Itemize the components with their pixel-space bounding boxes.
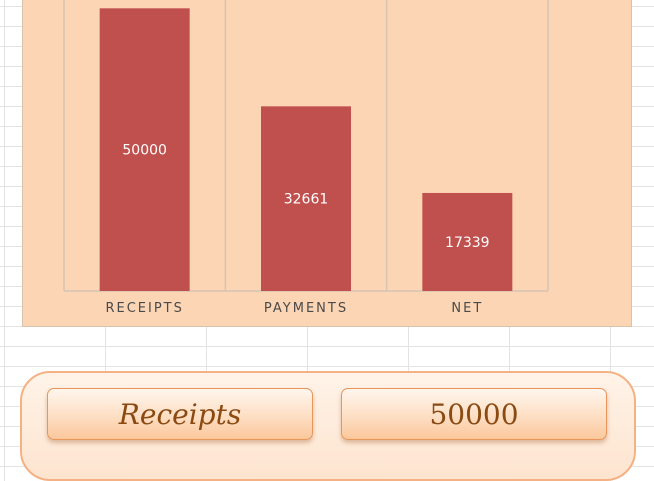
chart-panel: 50000 RECEIPTS 32661 PAYMENTS 17339 NET: [22, 0, 632, 327]
bar-receipts: [99, 8, 190, 292]
summary-value-box[interactable]: 50000: [341, 388, 607, 440]
category-label: NET: [451, 301, 483, 316]
bar-payments: [261, 106, 351, 292]
category-label: PAYMENTS: [264, 301, 348, 316]
summary-label-box[interactable]: Receipts: [47, 388, 313, 440]
summary-panel: Receipts 50000: [20, 371, 636, 481]
data-label: 32661: [284, 192, 329, 208]
data-label: 17339: [445, 235, 490, 251]
category-label: RECEIPTS: [105, 301, 183, 316]
bar-chart: 50000 RECEIPTS 32661 PAYMENTS 17339 NET: [63, 0, 549, 316]
data-label: 50000: [122, 143, 167, 159]
bar-net: [422, 192, 513, 291]
